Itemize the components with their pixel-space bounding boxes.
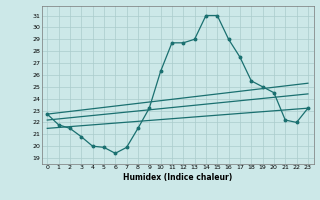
X-axis label: Humidex (Indice chaleur): Humidex (Indice chaleur) <box>123 173 232 182</box>
